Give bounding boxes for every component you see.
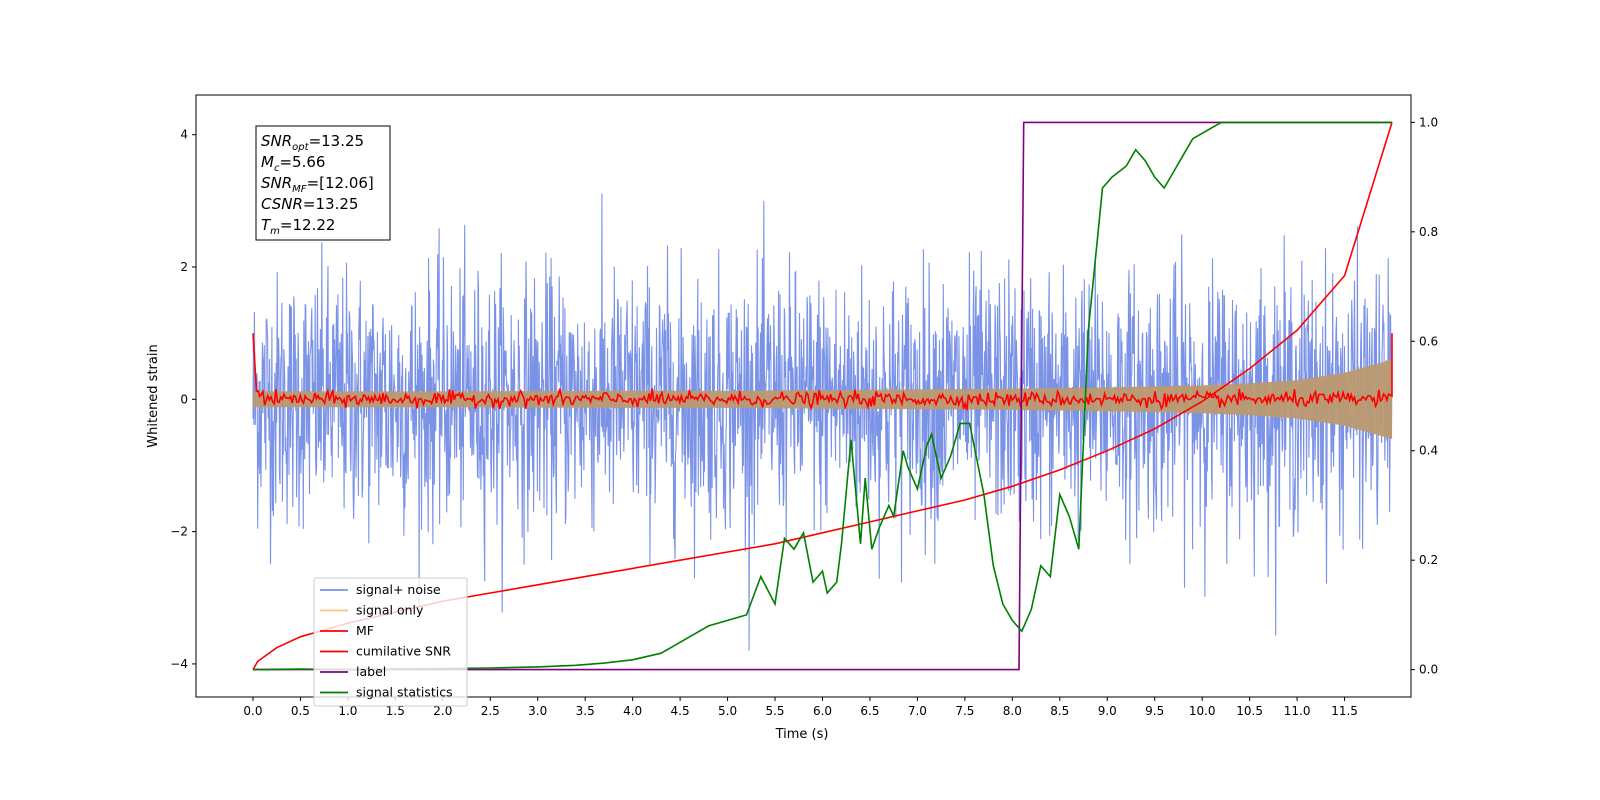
legend: signal+ noise signal only MF cumilative SNR… (313, 577, 468, 707)
x-tick-label: 9.5 (1145, 704, 1164, 718)
x-tick-label: 2.0 (433, 704, 452, 718)
y2-tick-label: 0.8 (1419, 225, 1438, 239)
legend-label: signal+ noise (356, 582, 441, 597)
stats-box-frame (255, 125, 391, 241)
x-tick-label: 7.0 (908, 704, 927, 718)
x-tick-label: 2.5 (481, 704, 500, 718)
y-tick-label: 2 (180, 260, 188, 274)
y2-tick-label: 0.4 (1419, 444, 1438, 458)
legend-label: signal statistics (356, 685, 453, 700)
x-tick-label: 7.5 (955, 704, 974, 718)
x-tick-label: 3.0 (528, 704, 547, 718)
series-label (253, 121, 1392, 671)
x-tick-label: 6.5 (860, 704, 879, 718)
stats-line: Mc=5.66 (261, 153, 325, 174)
plot-frame (195, 94, 1412, 698)
y2-tick-label: 0.6 (1419, 334, 1438, 348)
legend-frame (313, 577, 468, 707)
legend-label: signal only (356, 603, 424, 618)
x-tick-label: 8.0 (1003, 704, 1022, 718)
x-axis-label: Time (s) (775, 727, 829, 742)
x-tick-label: 4.0 (623, 704, 642, 718)
stats-line: CSNR=13.25 (261, 195, 358, 213)
legend-label: MF (356, 623, 374, 638)
series-signal-only (253, 359, 1392, 439)
x-tick-label: 10.5 (1236, 704, 1263, 718)
x-tick-label: 6.0 (813, 704, 832, 718)
y-axis-right: 0.0 0.2 0.4 0.6 0.8 1.0 (1411, 115, 1438, 677)
y-tick-label: 0 (180, 392, 188, 406)
y-tick-label: 4 (180, 128, 188, 142)
x-tick-label: 0.5 (291, 704, 310, 718)
series-signal-statistics (252, 121, 1392, 671)
x-tick-label: 10.0 (1189, 704, 1216, 718)
legend-label: label (356, 664, 386, 679)
x-tick-label: 4.5 (671, 704, 690, 718)
x-tick-label: 5.5 (765, 704, 784, 718)
x-tick-label: 9.0 (1098, 704, 1117, 718)
y-tick-label: −4 (170, 657, 188, 671)
series-mf (252, 333, 1393, 411)
y2-tick-label: 0.0 (1419, 663, 1438, 677)
y-tick-label: −2 (170, 525, 188, 539)
x-tick-label: 0.0 (243, 704, 262, 718)
y-axis-label: Whitened strain (146, 344, 161, 447)
y-axis-left: −4 −2 0 2 4 (170, 128, 196, 671)
y2-tick-label: 0.2 (1419, 553, 1438, 567)
x-tick-label: 11.5 (1331, 704, 1358, 718)
stats-line: SNRopt=13.25 (261, 132, 364, 153)
x-tick-label: 8.5 (1050, 704, 1069, 718)
x-tick-label: 11.0 (1284, 704, 1311, 718)
stats-line: SNRMF=[12.06] (261, 174, 374, 195)
x-tick-label: 1.0 (338, 704, 357, 718)
x-tick-label: 5.0 (718, 704, 737, 718)
legend-label: cumilative SNR (356, 644, 451, 659)
x-tick-label: 3.5 (576, 704, 595, 718)
stats-line: Tm=12.22 (261, 216, 335, 237)
x-tick-label: 1.5 (386, 704, 405, 718)
y2-tick-label: 1.0 (1419, 115, 1438, 129)
x-axis: 0.0 0.5 1.0 1.5 2.0 2.5 3.0 3.5 4.0 4.5 5.0 5.5 6.0 6… (243, 697, 1358, 718)
stats-annotation-box: SNRopt=13.25Mc=5.66SNRMF=[12.06]CSNR=13.… (255, 125, 391, 241)
